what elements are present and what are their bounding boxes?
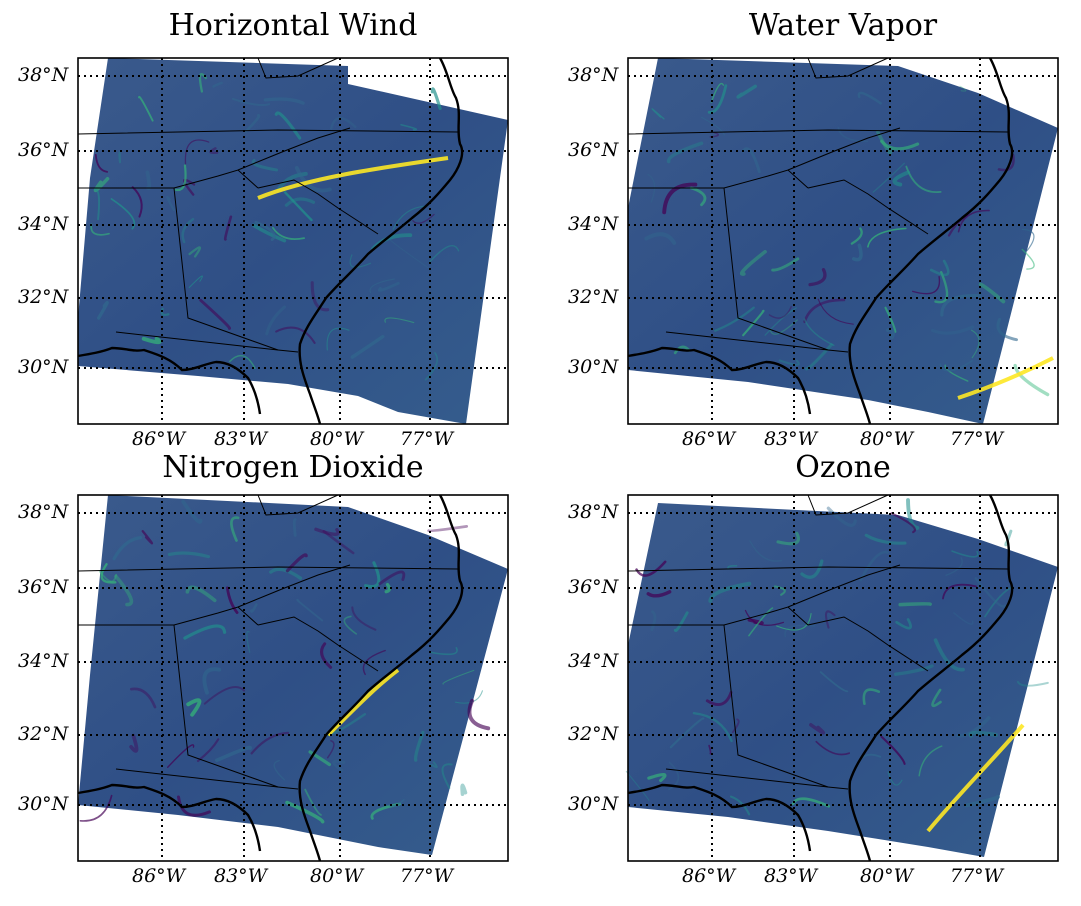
latitude-tick-label: 30°N xyxy=(568,356,619,378)
graticule xyxy=(78,58,508,424)
graticule xyxy=(628,58,1058,424)
latitude-tick-label: 32°N xyxy=(18,286,69,308)
longitude-tick-label: 77°W xyxy=(400,428,454,450)
axes-frame xyxy=(627,57,1059,425)
coastline xyxy=(77,494,464,862)
longitude-tick-label: 83°W xyxy=(764,865,818,887)
map-content xyxy=(625,494,1058,862)
field-texture xyxy=(625,498,1049,816)
panel-title: Horizontal Wind xyxy=(168,8,418,43)
state-borders xyxy=(627,494,1009,790)
graticule xyxy=(628,495,1058,861)
longitude-tick-label: 86°W xyxy=(682,428,736,450)
high-value-band xyxy=(257,156,449,200)
field-texture xyxy=(90,73,460,381)
longitude-tick-label: 86°W xyxy=(682,865,736,887)
longitude-tick-label: 83°W xyxy=(214,428,268,450)
state-borders xyxy=(77,494,459,790)
latitude-tick-label: 30°N xyxy=(18,356,69,378)
graticule xyxy=(78,495,508,861)
latitude-tick-label: 38°N xyxy=(568,64,619,86)
data-swath xyxy=(78,58,508,424)
longitude-tick-label: 83°W xyxy=(214,865,268,887)
data-swath xyxy=(628,503,1058,857)
latitude-tick-label: 30°N xyxy=(18,793,69,815)
longitude-tick-label: 86°W xyxy=(132,865,186,887)
data-swath xyxy=(628,58,1058,424)
latitude-tick-label: 34°N xyxy=(18,213,69,235)
map-content xyxy=(77,494,508,862)
latitude-tick-label: 36°N xyxy=(568,139,619,161)
axes-frame xyxy=(77,57,509,425)
coastline xyxy=(627,57,1014,425)
latitude-tick-label: 36°N xyxy=(18,139,69,161)
coastline xyxy=(77,57,464,425)
latitude-tick-label: 36°N xyxy=(18,576,69,598)
longitude-tick-label: 77°W xyxy=(400,865,454,887)
latitude-tick-label: 36°N xyxy=(568,576,619,598)
longitude-tick-label: 80°W xyxy=(860,865,914,887)
longitude-tick-label: 80°W xyxy=(860,428,914,450)
longitude-tick-label: 77°W xyxy=(950,865,1004,887)
panel-title: Water Vapor xyxy=(748,8,938,43)
latitude-tick-label: 34°N xyxy=(568,213,619,235)
data-swath xyxy=(78,495,508,855)
map-content xyxy=(627,57,1058,425)
latitude-tick-label: 34°N xyxy=(18,650,69,672)
latitude-tick-label: 30°N xyxy=(568,793,619,815)
latitude-tick-label: 34°N xyxy=(568,650,619,672)
panel-title: Ozone xyxy=(795,450,891,485)
longitude-tick-label: 86°W xyxy=(132,428,186,450)
state-borders xyxy=(77,57,459,353)
high-value-band xyxy=(926,723,1025,833)
axes-frame xyxy=(77,494,509,862)
axes-frame xyxy=(627,494,1059,862)
panel-title: Nitrogen Dioxide xyxy=(162,450,424,485)
field-texture xyxy=(79,499,491,824)
latitude-tick-label: 38°N xyxy=(18,64,69,86)
coastline xyxy=(627,494,1014,862)
latitude-tick-label: 32°N xyxy=(18,723,69,745)
longitude-tick-label: 83°W xyxy=(764,428,818,450)
high-value-band xyxy=(326,668,400,737)
high-value-band xyxy=(957,356,1054,400)
latitude-tick-label: 32°N xyxy=(568,723,619,745)
longitude-tick-label: 80°W xyxy=(310,865,364,887)
longitude-tick-label: 80°W xyxy=(310,428,364,450)
latitude-tick-label: 38°N xyxy=(568,501,619,523)
map-content xyxy=(77,57,508,425)
latitude-tick-label: 38°N xyxy=(18,501,69,523)
latitude-tick-label: 32°N xyxy=(568,286,619,308)
longitude-tick-label: 77°W xyxy=(950,428,1004,450)
